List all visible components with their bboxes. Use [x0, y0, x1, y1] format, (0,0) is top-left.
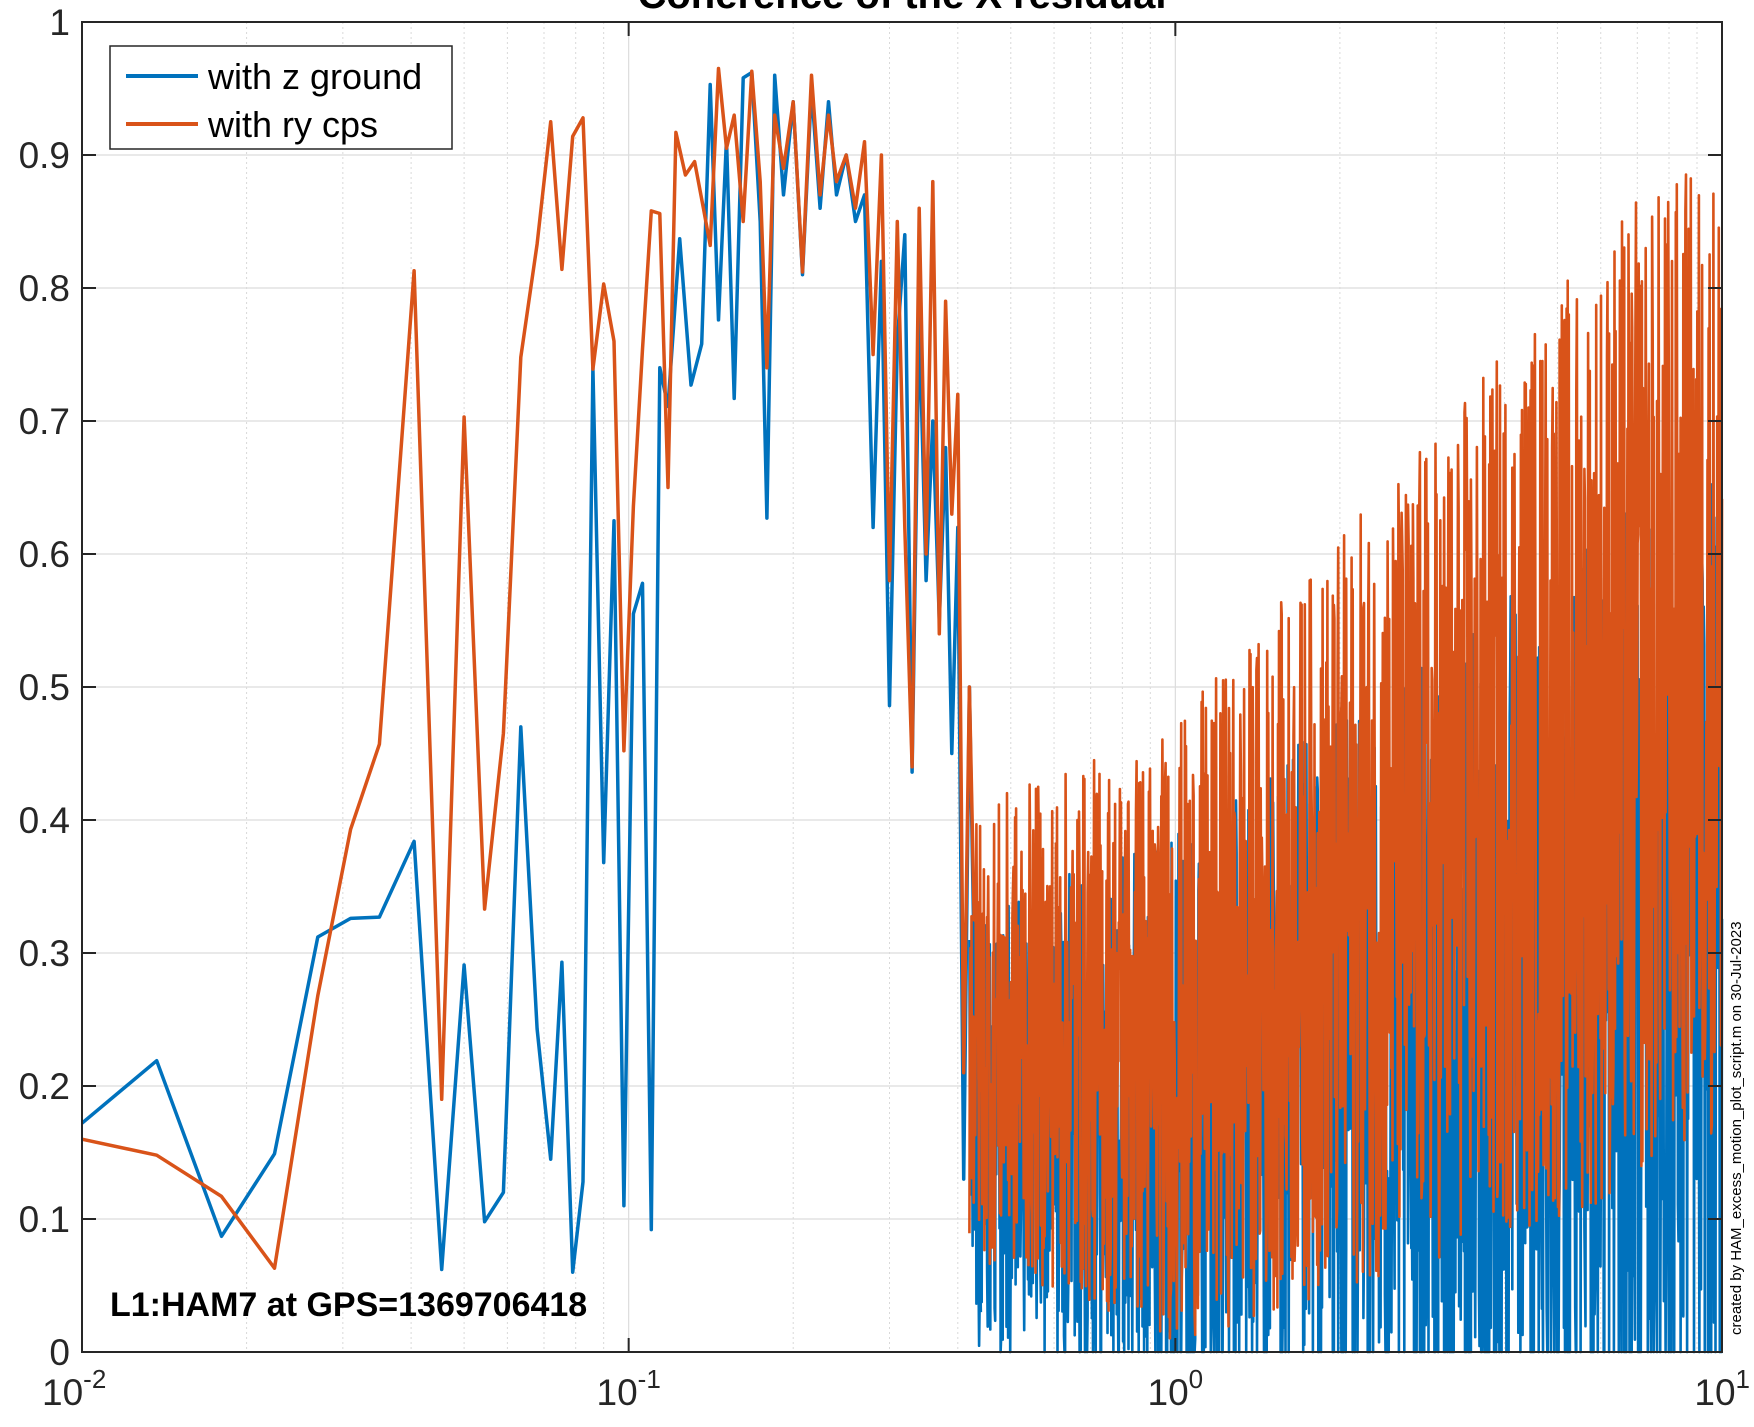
series-noise-ry-cps: [968, 173, 1724, 1340]
y-tick-label: 0.6: [19, 534, 70, 575]
x-axis: 10-2 10-1 100 101: [42, 22, 1750, 1413]
y-tick-label: 0.9: [19, 135, 70, 176]
script-credit-note: created by HAM_excess_motion_plot_script…: [1728, 921, 1745, 1335]
y-tick-label: 0.8: [19, 268, 70, 309]
y-tick-label: 0: [49, 1332, 70, 1373]
x-tick-label: 10-2: [42, 1364, 106, 1413]
x-tick-label: 10-1: [597, 1364, 661, 1413]
gps-annotation: L1:HAM7 at GPS=1369706418: [110, 1286, 587, 1324]
y-tick-label: 0.4: [19, 800, 70, 841]
y-tick-label: 0.2: [19, 1066, 70, 1107]
legend-label-ry-cps: with ry cps: [207, 104, 378, 145]
y-axis: 0 0.1 0.2 0.3 0.4 0.5 0.6 0.7 0.8 0.9 1: [19, 2, 1722, 1373]
legend-label-z-ground: with z ground: [207, 56, 422, 97]
legend-box: [109, 45, 453, 150]
y-tick-label: 0.7: [19, 401, 70, 442]
y-tick-label: 0.3: [19, 933, 70, 974]
y-tick-label: 0.5: [19, 667, 70, 708]
x-tick-label: 101: [1694, 1364, 1750, 1413]
y-tick-label: 0.1: [19, 1199, 70, 1240]
chart-title: Coherence of the X residual: [637, 0, 1166, 17]
x-tick-label: 100: [1148, 1364, 1204, 1413]
y-tick-label: 1: [49, 2, 70, 43]
legend: with z ground with ry cps: [109, 45, 453, 150]
series-line-ry-cps: [81, 66, 983, 1270]
